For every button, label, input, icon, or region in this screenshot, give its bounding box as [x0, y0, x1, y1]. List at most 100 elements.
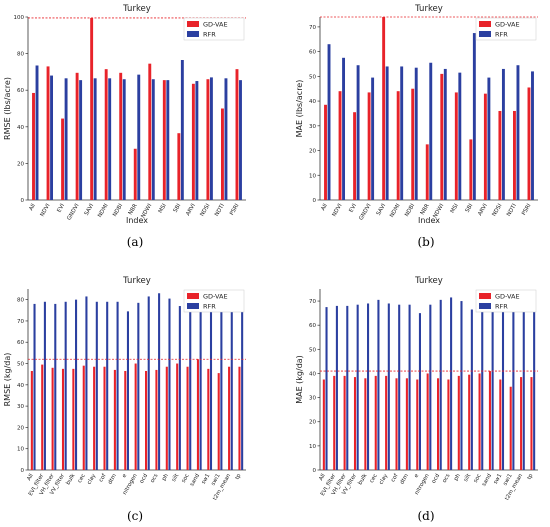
x-tick-label: All	[26, 473, 35, 482]
legend-label-gdvae: GD-VAE	[203, 293, 228, 301]
bar-rfr-All	[327, 44, 331, 201]
bar-gdvae-NBR	[133, 148, 137, 200]
x-tick-label: PSRI	[229, 203, 241, 217]
bar-gdvae-All	[322, 379, 325, 470]
bar-gdvae-ARVI	[191, 83, 195, 200]
x-tick-label: ARVI	[185, 203, 197, 217]
y-tick-label: 60	[309, 50, 316, 56]
x-tick-label: cof	[390, 472, 400, 483]
legend-swatch-rfr	[479, 31, 491, 37]
bar-gdvae-ocd	[437, 378, 440, 470]
x-tick-label: bulk	[357, 472, 368, 486]
chart-title: Turkey	[414, 4, 443, 14]
bar-gdvae-dtm	[405, 378, 408, 470]
bar-rfr-ARVI	[195, 81, 199, 200]
bar-gdvae-clay	[93, 366, 96, 470]
bar-rfr-NDWI	[443, 68, 447, 200]
x-tick-label: NDBI	[404, 203, 416, 218]
x-tick-label: EVI	[348, 203, 358, 214]
bar-rfr-EVI	[356, 65, 360, 200]
bar-gdvae-EVI	[61, 118, 65, 200]
x-tick-label: NBR	[128, 203, 139, 216]
x-tick-label: sw1	[493, 473, 504, 485]
bar-gdvae-t2m_mean	[228, 366, 231, 470]
x-tick-label: ocd	[139, 473, 149, 485]
bar-rfr-t2m_mean	[522, 299, 525, 470]
bar-gdvae-bulk	[72, 368, 75, 470]
bar-rfr-tp	[241, 293, 244, 470]
bar-gdvae-All	[32, 92, 35, 200]
bar-gdvae-NDWI	[148, 63, 152, 200]
bar-rfr-soc	[481, 308, 484, 470]
bar-gdvae-All	[324, 104, 327, 200]
bar-gdvae-ocs	[447, 379, 450, 470]
x-tick-label: sand	[481, 473, 493, 487]
bar-gdvae-sand	[196, 359, 199, 470]
y-tick-label: 80	[17, 298, 24, 304]
y-tick-label: 30	[309, 124, 316, 130]
legend-swatch-rfr	[187, 303, 199, 309]
chart-title: Turkey	[414, 276, 443, 286]
bar-gdvae-t2m_mean	[520, 377, 523, 470]
x-tick-label: MSI	[158, 203, 168, 215]
bar-rfr-SBI	[472, 33, 476, 200]
bar-rfr-SBI	[180, 60, 184, 200]
bar-rfr-SAVI	[385, 66, 389, 200]
bar-rfr-soc	[189, 304, 192, 470]
y-tick-label: 10	[309, 173, 316, 179]
bar-gdvae-nitrogen	[134, 363, 137, 470]
bar-rfr-cec	[377, 299, 380, 470]
x-tick-label: ph	[453, 473, 462, 482]
bar-rfr-dtm	[408, 304, 411, 470]
x-tick-label: cof	[98, 472, 108, 483]
x-tick-label: soc	[181, 473, 191, 484]
bar-gdvae-nitrogen	[426, 373, 429, 470]
bar-rfr-sw1	[209, 299, 213, 470]
bar-gdvae-PSRI	[235, 69, 239, 200]
bar-gdvae-SAVI	[382, 17, 386, 200]
bar-gdvae-PSRI	[527, 87, 531, 200]
y-tick-label: 40	[17, 383, 24, 389]
y-tick-label: 20	[17, 161, 24, 167]
x-tick-label: NDMI	[389, 203, 402, 219]
x-tick-label: ocd	[431, 473, 441, 485]
bar-rfr-tp	[533, 297, 536, 470]
bar-gdvae-MSI	[162, 80, 166, 200]
bar-rfr-All	[35, 65, 39, 201]
bar-gdvae-NDVI	[46, 66, 50, 200]
x-tick-label: dtm	[399, 473, 410, 486]
x-tick-label: dtm	[107, 473, 118, 486]
bar-gdvae-e	[416, 379, 419, 470]
bar-gdvae-NDSI	[206, 79, 210, 200]
bar-rfr-MSI	[166, 80, 170, 200]
bar-rfr-bulk	[75, 299, 78, 470]
bar-rfr-e	[126, 311, 129, 470]
x-tick-label: All	[320, 203, 329, 212]
y-tick-label: 60	[17, 340, 24, 346]
bar-rfr-NBR	[429, 62, 433, 200]
bar-gdvae-SBI	[469, 139, 473, 200]
bar-rfr-SAVI	[93, 78, 97, 200]
bar-gdvae-swi1	[217, 373, 220, 470]
x-tick-label: SBI	[465, 203, 475, 214]
bar-rfr-MSI	[458, 72, 462, 200]
x-tick-label: NBR	[420, 203, 431, 216]
bar-rfr-swi1	[512, 303, 515, 470]
bar-gdvae-EVI	[353, 112, 357, 200]
bar-gdvae-NDTI	[512, 110, 516, 200]
bar-rfr-NDTI	[224, 78, 228, 200]
bar-gdvae-soc	[186, 366, 189, 470]
legend-label-gdvae: GD-VAE	[203, 21, 228, 29]
x-tick-label: NDSI	[199, 203, 211, 218]
y-tick-label: 10	[17, 447, 24, 453]
legend-label-rfr: RFR	[495, 303, 508, 311]
legend-swatch-gdvae	[187, 293, 199, 299]
bar-gdvae-NBR	[425, 144, 429, 200]
legend-swatch-rfr	[479, 303, 491, 309]
bar-rfr-clay	[387, 303, 390, 470]
x-tick-label: MSI	[450, 203, 460, 215]
bar-rfr-VV_filter	[64, 301, 67, 470]
bar-rfr-NDSI	[501, 68, 505, 200]
x-tick-label: swi1	[502, 473, 513, 487]
legend-swatch-gdvae	[187, 21, 199, 27]
